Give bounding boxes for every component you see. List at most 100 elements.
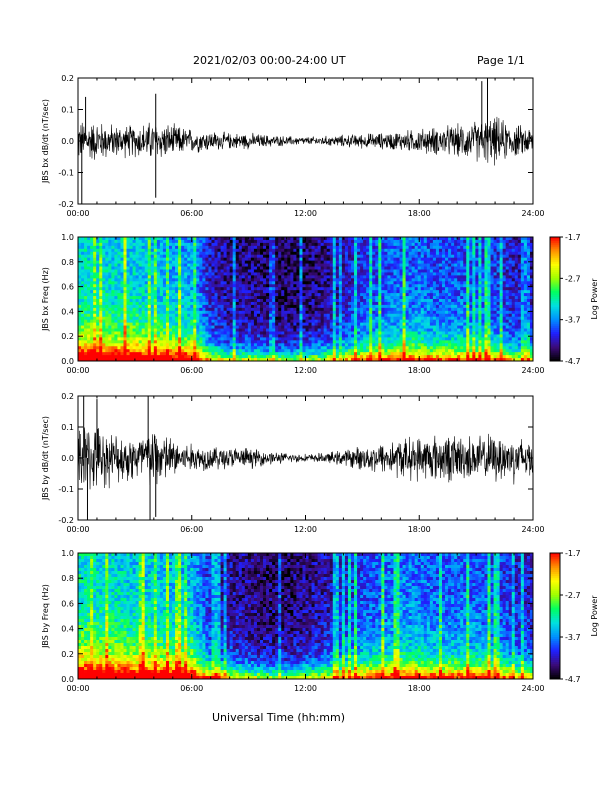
spectrogram-cell <box>229 352 234 356</box>
spectrogram-cell <box>329 331 334 335</box>
spectrogram-cell <box>272 254 276 259</box>
spectrogram-cell <box>287 260 291 264</box>
spectrogram-cell <box>138 293 143 297</box>
spectrogram-cell <box>184 352 188 356</box>
spectrogram-cell <box>354 349 358 353</box>
spectrogram-cell <box>323 239 328 244</box>
spectrogram-cell <box>153 331 158 335</box>
spectrogram-cell <box>87 313 91 318</box>
spectrogram-cell <box>305 245 309 250</box>
spectrogram-cell <box>369 248 373 253</box>
spectrogram-cell <box>341 343 346 347</box>
spectrogram-cell <box>196 334 200 338</box>
spectrogram-cell <box>366 358 370 362</box>
spectrogram-cell <box>332 266 337 270</box>
spectrogram-cell <box>338 290 343 294</box>
spectrogram-cell <box>214 325 218 329</box>
spectrogram-cell <box>299 352 303 356</box>
spectrogram-cell <box>141 307 146 312</box>
spectrogram-cell <box>256 287 261 291</box>
spectrogram-cell <box>405 248 410 253</box>
spectrogram-cell <box>99 293 103 297</box>
spectrogram-cell <box>256 245 261 250</box>
spectrogram-cell <box>253 257 258 262</box>
spectrogram-cell <box>150 355 155 359</box>
spectrogram-cell <box>208 269 212 273</box>
spectrogram-cell <box>81 322 85 326</box>
spectrogram-cell <box>229 343 234 347</box>
spectrogram-cell <box>129 263 133 267</box>
spectrogram-cell <box>396 278 400 282</box>
spectrogram-cell <box>132 296 137 300</box>
spectrogram-cell <box>375 328 379 332</box>
spectrogram-cell <box>284 334 288 338</box>
spectrogram-cell <box>205 278 209 282</box>
spectrogram-cell <box>366 287 370 291</box>
spectrogram-cell <box>108 248 112 253</box>
spectrogram-cell <box>132 248 137 253</box>
spectrogram-cell <box>308 325 312 329</box>
spectrogram-cell <box>393 281 397 285</box>
spectrogram-cell <box>372 284 376 288</box>
spectrogram-cell <box>99 278 103 282</box>
spectrogram-cell <box>132 304 137 309</box>
spectrogram-cell <box>120 251 124 256</box>
spectrogram-cell <box>411 299 416 303</box>
spectrogram-cell <box>323 290 328 294</box>
spectrogram-cell <box>169 343 173 347</box>
spectrogram-cell <box>135 251 140 256</box>
spectrogram-cell <box>396 346 400 350</box>
spectrogram-cell <box>81 242 85 247</box>
spectrogram-cell <box>426 340 431 344</box>
spectrogram-cell <box>187 251 191 256</box>
spectrogram-cell <box>387 325 391 329</box>
spectrogram-cell <box>326 260 331 264</box>
spectrogram-cell <box>147 358 152 362</box>
spectrogram-cell <box>314 322 319 326</box>
spectrogram-cell <box>102 313 106 318</box>
spectrogram-cell <box>99 322 103 326</box>
spectrogram-cell <box>150 301 155 306</box>
spectrogram-cell <box>363 275 367 279</box>
spectrogram-cell <box>354 293 358 297</box>
spectrogram-cell <box>384 355 388 359</box>
spectrogram-cell <box>408 296 413 300</box>
spectrogram-cell <box>293 313 297 318</box>
spectrogram-cell <box>102 242 106 247</box>
spectrogram-cell <box>393 290 397 294</box>
spectrogram-cell <box>296 272 300 276</box>
spectrogram-cell <box>138 251 143 256</box>
spectrogram-cell <box>263 328 267 332</box>
spectrogram-cell <box>172 260 176 264</box>
spectrogram-cell <box>357 301 361 306</box>
spectrogram-cell <box>226 301 231 306</box>
spectrogram-cell <box>287 334 291 338</box>
spectrogram-cell <box>220 296 224 300</box>
spectrogram-cell <box>256 254 261 259</box>
spectrogram-cell <box>351 278 355 282</box>
spectrogram-cell <box>202 257 206 262</box>
spectrogram-cell <box>311 254 315 259</box>
spectrogram-cell <box>217 313 221 318</box>
spectrogram-cell <box>78 251 82 256</box>
spectrogram-cell <box>217 334 221 338</box>
spectrogram-cell <box>299 328 303 332</box>
spectrogram-cell <box>181 328 185 332</box>
spectrogram-cell <box>205 307 209 312</box>
spectrogram-cell <box>214 334 218 338</box>
spectrogram-cell <box>147 278 152 282</box>
spectrogram-cell <box>172 245 176 250</box>
spectrogram-cell <box>314 293 319 297</box>
spectrogram-cell <box>335 272 340 276</box>
spectrogram-cell <box>375 340 379 344</box>
spectrogram-cell <box>329 296 334 300</box>
spectrogram-cell <box>384 239 388 244</box>
spectrogram-cell <box>199 358 203 362</box>
spectrogram-cell <box>144 245 149 250</box>
spectrogram-cell <box>172 290 176 294</box>
spectrogram-cell <box>390 358 394 362</box>
spectrogram-cell <box>347 293 352 297</box>
spectrogram-cell <box>423 337 428 341</box>
spectrogram-cell <box>178 248 182 253</box>
spectrogram-cell <box>78 296 82 300</box>
